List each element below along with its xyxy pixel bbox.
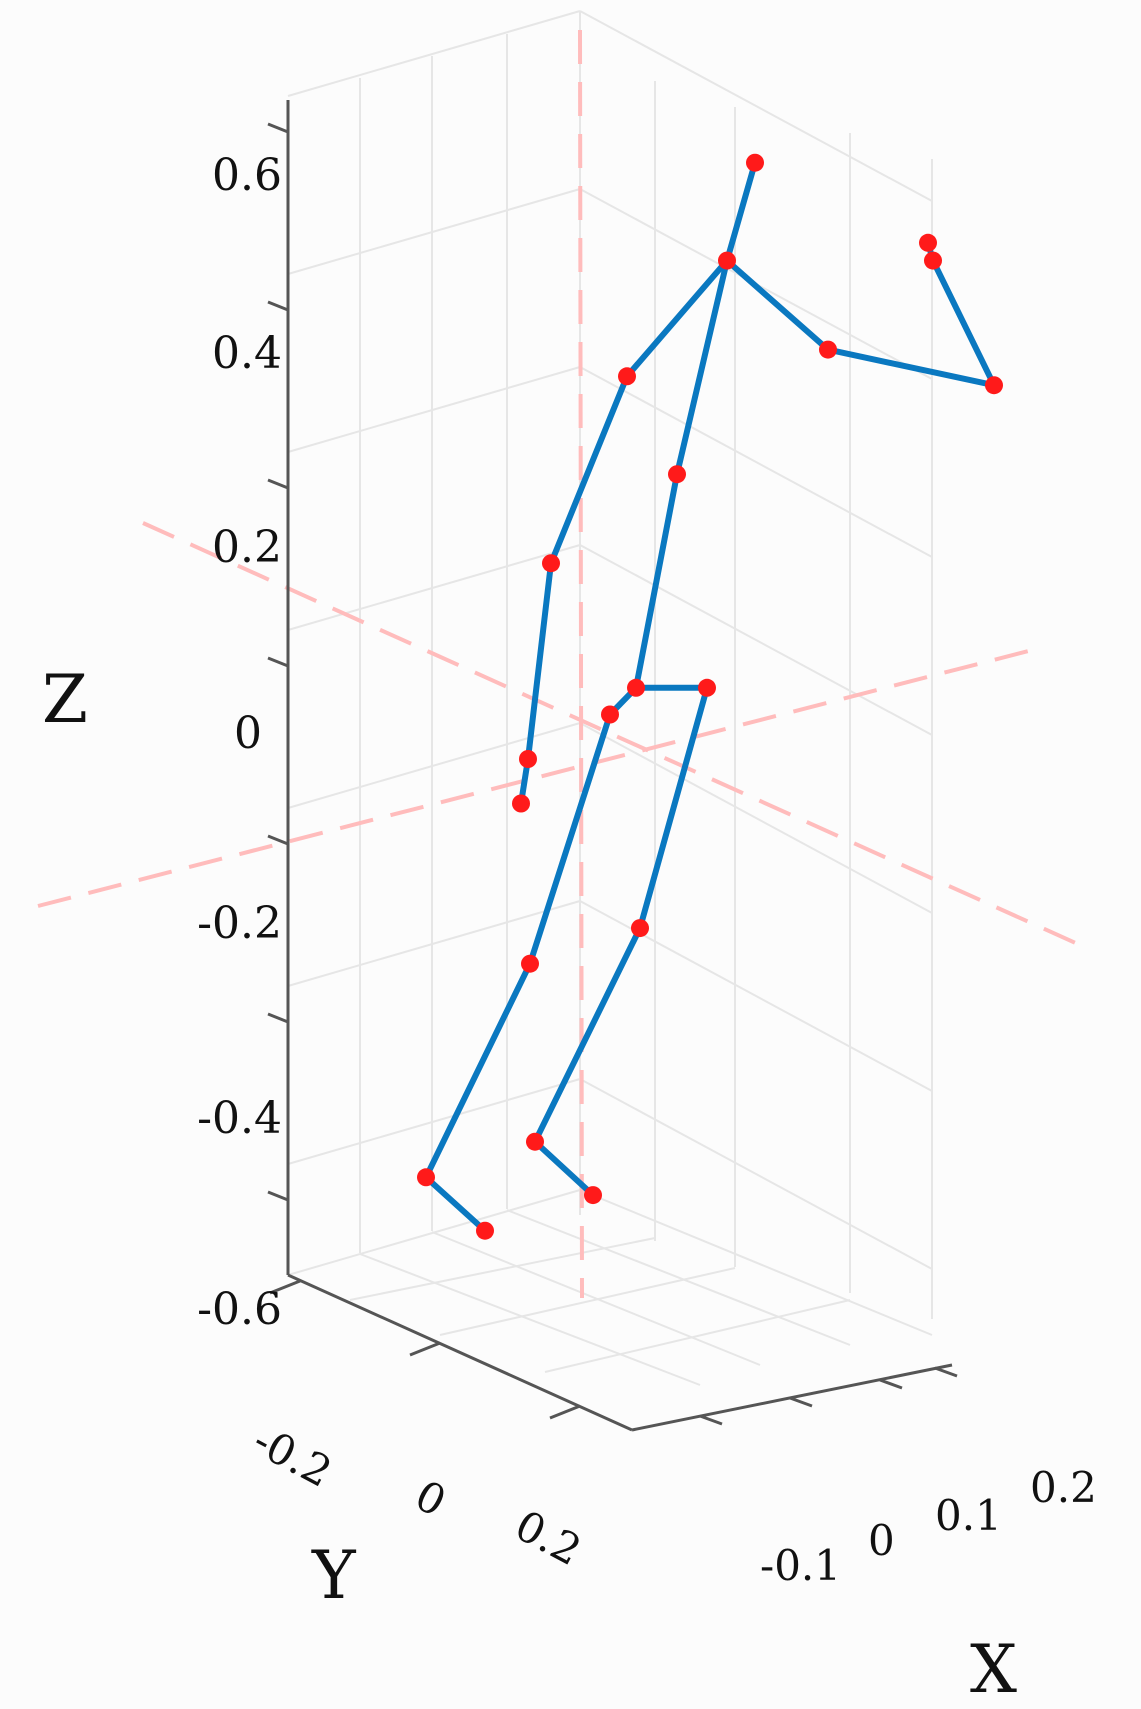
joint-wrist-left — [519, 750, 537, 768]
bone-knee-left-ankle-left — [423, 960, 533, 1181]
joint-elbow-left — [542, 554, 560, 573]
grid-line — [349, 1237, 656, 1301]
reference-axis-vertical — [578, 29, 584, 1299]
z-tick-label: 0.2 — [212, 522, 282, 573]
y-axis-title: Y — [311, 1537, 357, 1614]
x-tick-mark — [789, 1396, 813, 1408]
bone-shoulder-right-elbow-right — [825, 346, 997, 389]
grid-line — [431, 1231, 761, 1366]
axes — [267, 100, 958, 1432]
bone-shoulder-left-elbow-left — [548, 373, 630, 567]
joint-wrist-right — [924, 251, 942, 270]
z-axis-title: Z — [42, 661, 88, 738]
bone-hip-left-knee-left — [527, 711, 613, 967]
bone-hip-right-knee-right — [637, 684, 710, 932]
x-tick-mark — [699, 1414, 723, 1426]
grid-line — [287, 1078, 581, 1165]
grid-line — [287, 10, 581, 97]
joint-spine — [668, 465, 686, 484]
grid-line — [579, 1078, 933, 1270]
reference-axis-horizontal — [37, 646, 1041, 908]
reference-axis-depth — [142, 521, 1081, 947]
x-axis-title: X — [970, 1631, 1017, 1708]
bone-neck-spine — [674, 257, 730, 478]
x-tick-label: 0 — [868, 1516, 895, 1565]
grid-line — [439, 1267, 736, 1336]
joint-pelvis — [627, 678, 645, 697]
joint-hip-right — [698, 678, 716, 697]
joint-ankle-left — [417, 1168, 435, 1187]
grid-line — [359, 1253, 701, 1386]
z-tick-label: -0.4 — [197, 1093, 282, 1144]
y-tick-mark — [549, 1404, 581, 1420]
joint-knee-left — [521, 954, 539, 973]
x-tick-mark — [934, 1366, 958, 1378]
y-tick-mark — [269, 1279, 301, 1295]
grid-line — [579, 722, 933, 914]
z-tick-label: -0.6 — [197, 1284, 282, 1335]
grid-line — [579, 366, 933, 558]
bone-head-neck — [724, 159, 758, 264]
grid-line — [287, 544, 581, 631]
joint-foot-left — [476, 1221, 494, 1240]
joint-foot-right — [584, 1186, 602, 1205]
z-tick-label: 0.6 — [212, 150, 282, 201]
joint-head — [746, 153, 764, 172]
bone-elbow-right-wrist-right — [930, 257, 997, 389]
z-tick-mark — [267, 656, 289, 668]
joint-shoulder-right — [819, 340, 837, 359]
bone-ankle-left-foot-left — [423, 1174, 488, 1234]
x-tick-label: -0.1 — [760, 1541, 841, 1590]
z-tick-mark — [267, 1012, 289, 1024]
reference-axes — [37, 29, 1081, 1299]
grid-line — [579, 10, 933, 202]
bone-neck-shoulder-left — [624, 257, 730, 380]
joint-neck — [718, 251, 736, 270]
joint-hip-left — [601, 705, 619, 724]
bone-spine-pelvis — [633, 471, 680, 691]
bone-elbow-left-wrist-left — [525, 560, 554, 762]
z-tick-mark — [267, 1190, 289, 1202]
joint-knee-right — [631, 919, 649, 938]
grid-line — [287, 900, 581, 987]
z-tick-mark — [267, 300, 289, 312]
grid-line — [287, 366, 581, 453]
bone-neck-shoulder-right — [724, 257, 831, 353]
bone-knee-right-ankle-right — [532, 925, 643, 1145]
x-tick-label: 0.1 — [935, 1491, 1002, 1540]
x-tick-mark — [879, 1378, 903, 1390]
joint-shoulder-left — [618, 367, 636, 386]
z-tick-label: 0.4 — [212, 328, 282, 379]
grid-line — [579, 1189, 933, 1336]
z-tick-mark — [267, 122, 289, 134]
y-tick-mark — [409, 1341, 441, 1357]
skeleton-joints — [417, 153, 1003, 1240]
joint-ankle-right — [526, 1132, 544, 1151]
z-tick-mark — [267, 834, 289, 846]
joint-hand-left — [512, 794, 530, 813]
z-tick-label: -0.2 — [197, 898, 282, 949]
joint-hand-right — [919, 233, 937, 252]
axis-labels: 0.6 0.4 0.2 0 -0.2 -0.4 -0.6 Z -0.2 0 0.… — [42, 150, 1097, 1708]
y-axis-line — [287, 1273, 633, 1432]
grid-line — [579, 544, 933, 736]
grid-line — [506, 1209, 851, 1346]
grid-line — [287, 188, 581, 275]
joint-elbow-right — [985, 376, 1003, 395]
bone-ankle-right-foot-right — [532, 1138, 596, 1199]
z-tick-label: 0 — [234, 708, 262, 759]
x-tick-label: 0.2 — [1030, 1463, 1097, 1512]
grid-line — [544, 1299, 851, 1373]
z-tick-mark — [267, 478, 289, 490]
